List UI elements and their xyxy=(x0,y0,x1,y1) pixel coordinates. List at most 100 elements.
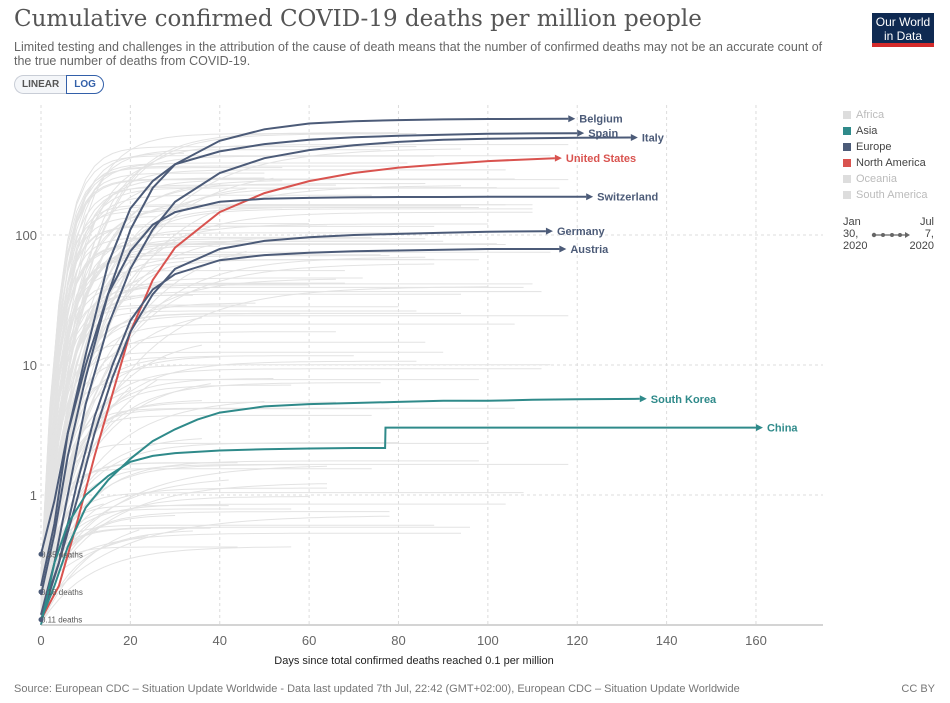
license-link[interactable]: CC BY xyxy=(901,683,935,695)
x-tick-label: 0 xyxy=(37,633,44,648)
background-country-line xyxy=(40,187,560,604)
background-lines-layer xyxy=(40,132,569,625)
series-end-arrow xyxy=(559,245,567,253)
timeline-end-year: 2020 xyxy=(909,240,934,252)
series-label-united-states: United States xyxy=(566,153,636,165)
x-tick-label: 40 xyxy=(213,633,227,648)
timeline-slider[interactable]: Jan 30, 2020 Jul 7, 2020 xyxy=(843,216,943,256)
linear-scale-button[interactable]: LINEAR xyxy=(14,75,67,94)
reference-label: 0.35 deaths xyxy=(41,550,83,559)
x-tick-label: 140 xyxy=(656,633,678,648)
series-layer xyxy=(40,115,763,626)
legend-item-europe[interactable]: Europe xyxy=(843,139,928,155)
background-country-line xyxy=(40,179,569,575)
timeline-start-month: Jan xyxy=(843,216,861,228)
background-country-line xyxy=(40,312,461,601)
series-line-united-states xyxy=(40,157,555,621)
background-country-line xyxy=(40,144,569,622)
background-country-line xyxy=(40,310,417,588)
reference-point xyxy=(38,617,44,623)
series-end-arrow xyxy=(639,395,647,403)
y-tick-label: 1 xyxy=(30,488,37,503)
background-country-line xyxy=(40,492,524,622)
source-note[interactable]: Source: European CDC – Situation Update … xyxy=(14,683,740,695)
legend-item-north-america[interactable]: North America xyxy=(843,155,928,171)
background-country-line xyxy=(40,204,506,581)
logo-line-1: Our World xyxy=(875,15,931,29)
background-country-line xyxy=(40,407,515,587)
series-label-belgium: Belgium xyxy=(579,114,623,126)
series-label-germany: Germany xyxy=(557,226,606,238)
timeline-start-day: 30, xyxy=(843,228,859,240)
legend-item-africa[interactable]: Africa xyxy=(843,107,928,123)
background-country-line xyxy=(40,368,542,591)
legend-item-south-america[interactable]: South America xyxy=(843,187,928,203)
series-line-italy xyxy=(40,136,631,615)
x-tick-label: 60 xyxy=(302,633,316,648)
series-end-arrow xyxy=(586,193,594,201)
background-country-line xyxy=(40,186,202,591)
background-country-line xyxy=(40,465,328,591)
legend-swatch xyxy=(843,175,851,183)
background-country-line xyxy=(40,244,506,611)
series-label-austria: Austria xyxy=(570,244,609,256)
background-country-line xyxy=(40,207,479,580)
x-tick-label: 80 xyxy=(391,633,405,648)
series-label-china: China xyxy=(767,423,798,435)
timeline-start-handle[interactable] xyxy=(871,232,877,238)
scale-toggle: LINEAR LOG xyxy=(14,75,104,94)
background-country-line xyxy=(40,529,140,625)
legend-label: Africa xyxy=(856,109,885,121)
background-country-line xyxy=(40,383,211,577)
legend-label: South America xyxy=(856,189,928,201)
x-axis-label: Days since total confirmed deaths reache… xyxy=(274,655,553,667)
background-country-line xyxy=(40,530,193,624)
background-country-line xyxy=(40,384,292,616)
background-country-line xyxy=(40,442,488,604)
x-tick-label: 20 xyxy=(123,633,137,648)
timeline-track[interactable] xyxy=(871,228,911,242)
background-country-line xyxy=(40,167,283,603)
background-country-line xyxy=(40,284,310,624)
axis-layer: 0 20 40 60 80 100 120 140 160 1 10 100 Days since to… xyxy=(15,228,823,667)
background-country-line xyxy=(40,341,426,616)
background-country-line xyxy=(40,210,176,576)
legend-item-asia[interactable]: Asia xyxy=(843,123,928,139)
background-country-line xyxy=(40,401,265,578)
background-country-line xyxy=(40,546,292,624)
x-tick-label: 160 xyxy=(745,633,767,648)
background-country-line xyxy=(40,293,461,582)
background-country-line xyxy=(40,479,229,587)
legend-swatch xyxy=(843,111,851,119)
background-country-line xyxy=(40,178,515,577)
reference-label: 0.11 deaths xyxy=(41,616,82,625)
background-country-line xyxy=(40,155,551,606)
background-country-line xyxy=(40,232,426,588)
background-country-line xyxy=(40,267,167,576)
log-scale-button[interactable]: LOG xyxy=(66,75,104,94)
legend-swatch xyxy=(843,159,851,167)
series-line-china xyxy=(40,426,756,626)
background-country-line xyxy=(40,524,435,585)
x-tick-label: 100 xyxy=(477,633,499,648)
legend-swatch xyxy=(843,127,851,135)
background-country-line xyxy=(40,460,479,617)
owid-logo[interactable]: Our World in Data xyxy=(872,13,934,47)
timeline-end-month: Jul xyxy=(919,216,934,228)
background-country-line xyxy=(40,464,310,597)
background-country-line xyxy=(40,304,247,623)
series-end-arrow xyxy=(577,129,585,137)
background-country-line xyxy=(40,508,292,596)
background-country-line xyxy=(40,483,328,601)
series-label-south-korea: South Korea xyxy=(651,394,717,406)
background-country-line xyxy=(40,503,506,578)
background-country-line xyxy=(40,243,497,574)
background-country-line xyxy=(40,355,354,583)
background-country-line xyxy=(40,351,444,593)
timeline-end-handle[interactable] xyxy=(905,232,910,238)
background-country-line xyxy=(40,546,238,610)
logo-line-2: in Data xyxy=(883,29,923,43)
legend-item-oceania[interactable]: Oceania xyxy=(843,171,928,187)
legend-label: Oceania xyxy=(856,173,897,185)
series-line-belgium xyxy=(40,117,569,596)
